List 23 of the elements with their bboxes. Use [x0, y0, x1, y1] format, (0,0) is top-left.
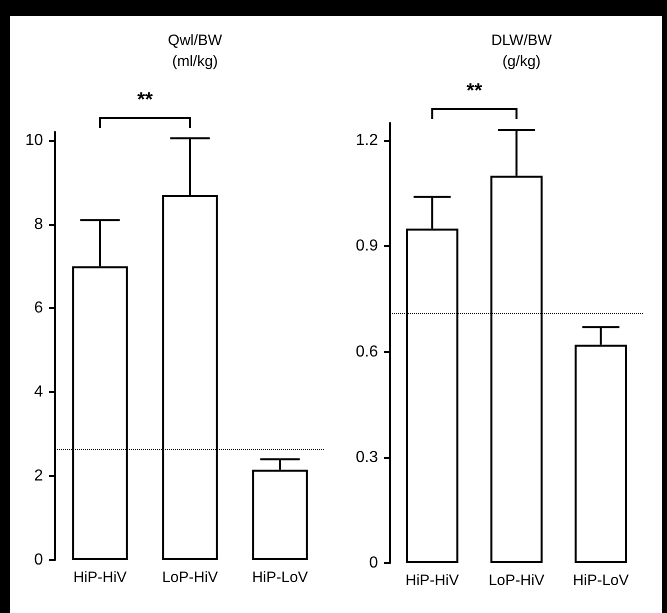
- x-tick-label: HiP-HiV: [405, 572, 459, 589]
- chart-subtitle: (g/kg): [502, 53, 541, 70]
- chart-subtitle: (ml/kg): [172, 53, 218, 70]
- y-tick-label: 0: [34, 552, 44, 568]
- text: **: [466, 80, 482, 102]
- x-tick-label: LoP-HiV: [488, 572, 544, 589]
- x-tick-label: HiP-LoV: [252, 569, 308, 586]
- y-tick-label: 2: [34, 468, 44, 485]
- y-tick-label: 0.6: [356, 343, 378, 360]
- y-tick-label: 10: [25, 132, 44, 149]
- x-tick-label: LoP-HiV: [162, 569, 218, 586]
- x-tick-label: HiP-HiV: [73, 569, 127, 586]
- y-tick-label: 0.9: [356, 238, 378, 255]
- y-tick-label: 0.3: [356, 448, 378, 466]
- x-tick-label: HiP-LoV: [572, 572, 629, 589]
- text: **: [137, 89, 153, 111]
- y-tick-label: 1.2: [356, 132, 378, 150]
- chart-title: DLW/BW: [491, 32, 553, 49]
- chart-title: Qwl/BW: [168, 32, 223, 49]
- y-tick-label: 6: [34, 300, 44, 317]
- y-tick-label: 4: [34, 384, 44, 401]
- y-tick-label: 8: [34, 216, 44, 233]
- y-tick-label: 0: [369, 554, 378, 572]
